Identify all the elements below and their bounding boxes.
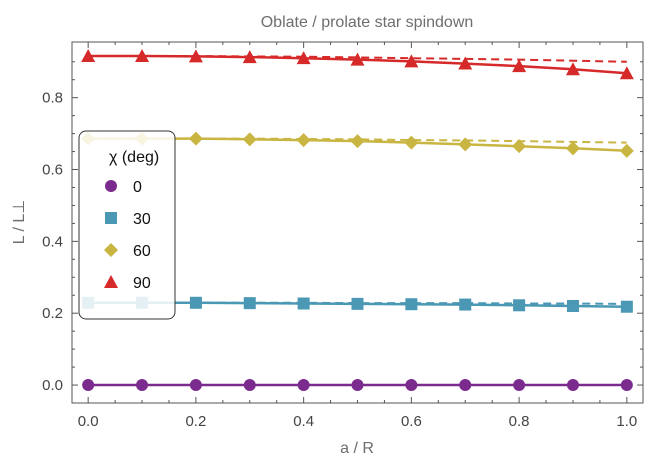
data-point [458,137,473,152]
data-point [458,56,473,70]
data-point [512,59,527,73]
chart-title: Oblate / prolate star spindown [261,14,474,31]
data-point [81,49,96,63]
data-point [404,54,419,68]
data-point [513,379,526,392]
legend-marker [105,212,117,224]
y-tick-label: 0.2 [42,305,63,322]
x-tick-label: 0.6 [401,413,422,430]
y-tick-label: 0.0 [42,377,63,394]
data-point [297,297,310,310]
data-point [566,300,579,313]
data-point [351,297,364,310]
x-axis-label: a / R [340,440,374,457]
legend-label: 60 [133,243,151,260]
data-point [243,297,256,310]
data-point [297,379,310,392]
data-point [296,133,311,148]
x-tick-label: 0.0 [78,413,99,430]
data-point [565,62,580,76]
data-point [350,52,365,66]
legend-box [78,130,176,320]
legend-label: 90 [133,275,151,292]
data-point [404,135,419,150]
x-tick-label: 0.2 [185,413,206,430]
x-tick-label: 0.8 [509,413,530,430]
legend-marker [105,180,117,192]
legend: χ (deg) 0 30 60 90 [78,130,176,320]
series-line-dashed [88,301,627,305]
x-axis: 0.0 0.2 0.4 0.6 0.8 1.0 [78,42,637,430]
data-point [188,49,203,63]
data-point [566,379,579,392]
y-tick-label: 0.4 [42,233,63,250]
series-line-dashed [88,137,627,144]
data-point [242,50,257,64]
data-point [513,299,526,312]
legend-label: 30 [133,211,151,228]
legend-marker [104,243,118,257]
legend-title: χ (deg) [109,149,159,166]
data-point [189,379,202,392]
data-point [565,141,580,156]
data-point [296,51,311,65]
data-point [459,298,472,311]
data-point [351,379,364,392]
data-point [619,66,634,80]
data-point [620,300,633,313]
data-point [82,379,95,392]
data-point [136,379,149,392]
data-point [350,134,365,149]
y-tick-label: 0.8 [42,90,63,107]
data-point [189,296,202,309]
data-point [188,131,203,146]
x-tick-label: 0.4 [293,413,314,430]
legend-label: 0 [133,179,142,196]
data-point [405,298,418,311]
data-point [512,139,527,154]
y-axis-label: L / L⊥ [11,200,28,244]
data-point [135,49,150,63]
y-axis-label-text: L / L⊥ [11,200,28,244]
series-line-dashed [88,55,627,63]
data-point [459,379,472,392]
y-axis: 0.0 0.2 0.4 0.6 0.8 [42,61,643,394]
data-point [243,379,256,392]
data-point [619,143,634,158]
legend-marker [104,275,118,288]
data-point [405,379,418,392]
data-point [242,132,257,147]
x-tick-label: 1.0 [616,413,637,430]
data-point [620,379,633,392]
y-tick-label: 0.6 [42,162,63,179]
